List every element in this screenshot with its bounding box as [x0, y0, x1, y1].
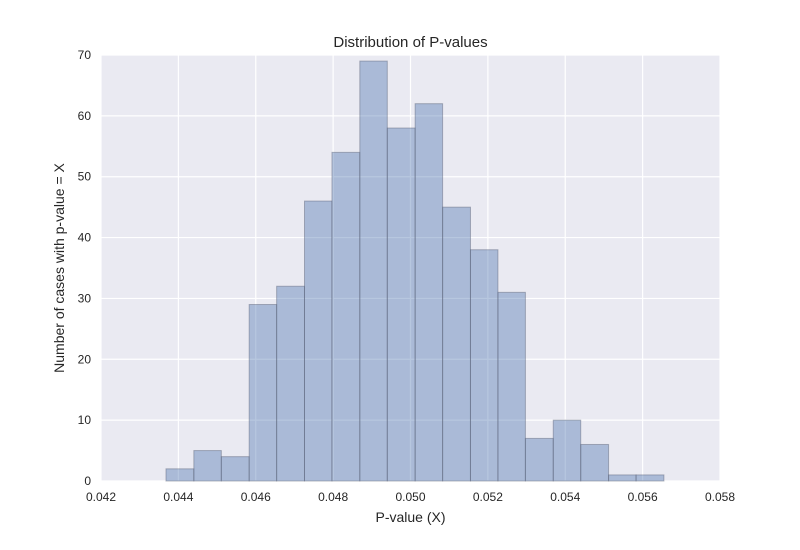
histogram-bar — [248, 304, 278, 482]
x-tick-label: 0.052 — [473, 490, 503, 504]
x-axis-label: P-value (X) — [375, 509, 445, 525]
y-axis-label: Number of cases with p-value = X — [51, 162, 67, 372]
histogram-bar — [276, 285, 305, 482]
y-tick-label: 50 — [78, 170, 92, 184]
x-tick-label: 0.056 — [628, 490, 658, 504]
histogram-bar — [359, 60, 388, 482]
y-tick-label: 10 — [78, 413, 92, 427]
histogram-bar — [497, 291, 526, 482]
histogram-bar — [552, 419, 582, 482]
histogram-bar — [635, 474, 665, 482]
y-tick-label: 0 — [84, 474, 91, 488]
histogram-bar — [303, 200, 333, 482]
histogram-bars — [165, 60, 665, 482]
y-tick-label: 30 — [78, 291, 92, 305]
histogram-bar — [414, 103, 444, 482]
histogram-bar — [331, 151, 361, 482]
histogram-bar — [193, 450, 222, 482]
y-axis-ticks: 0 10 20 30 40 50 60 70 — [78, 48, 92, 488]
y-tick-label: 40 — [78, 231, 92, 245]
histogram-bar — [442, 206, 471, 482]
x-tick-label: 0.046 — [241, 490, 271, 504]
histogram-bar — [220, 456, 250, 482]
x-tick-label: 0.050 — [395, 490, 425, 504]
x-tick-label: 0.058 — [705, 490, 735, 504]
x-tick-label: 0.042 — [86, 490, 116, 504]
histogram-bar — [469, 249, 499, 482]
y-tick-label: 20 — [78, 352, 92, 366]
grid-lines — [100, 54, 721, 482]
x-axis-ticks: 0.042 0.044 0.046 0.048 0.050 0.052 0.054 0.056… — [86, 490, 735, 504]
histogram-bar — [580, 443, 610, 482]
x-tick-label: 0.054 — [550, 490, 580, 504]
histogram-bar — [386, 127, 416, 482]
chart-title: Distribution of P-values — [333, 34, 487, 51]
x-tick-label: 0.044 — [163, 490, 193, 504]
histogram-bar — [608, 474, 637, 482]
histogram-bar — [524, 437, 554, 482]
histogram-bar — [165, 468, 195, 482]
y-tick-label: 70 — [78, 48, 92, 62]
y-tick-label: 60 — [78, 109, 92, 123]
x-tick-label: 0.048 — [318, 490, 348, 504]
